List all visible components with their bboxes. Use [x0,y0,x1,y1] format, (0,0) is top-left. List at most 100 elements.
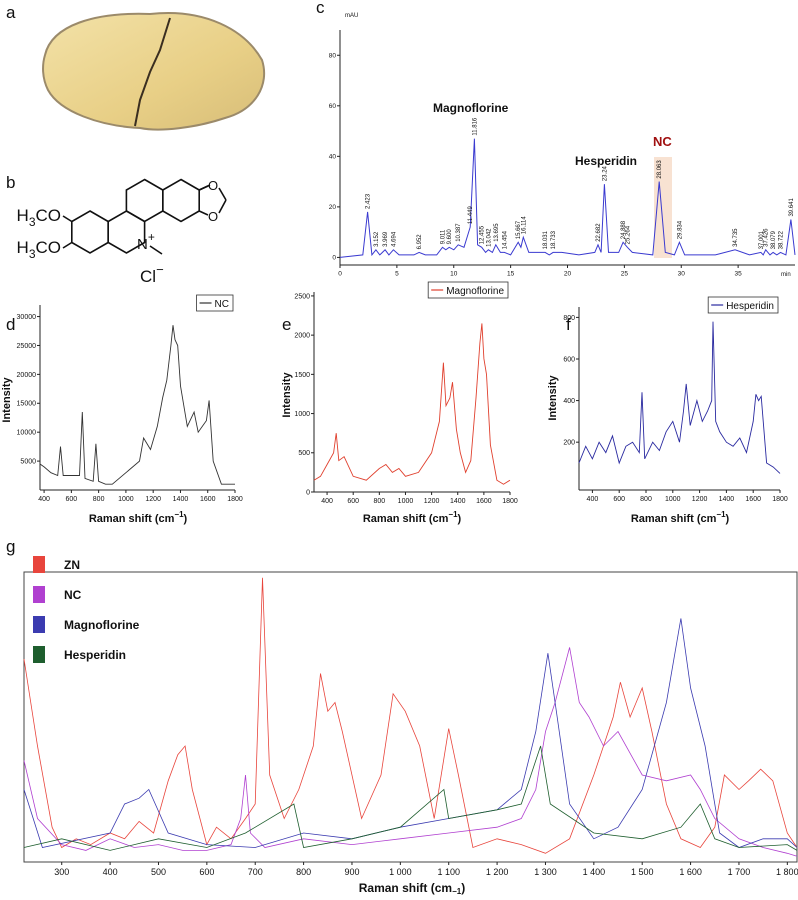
superscript: −1 [716,510,726,519]
label-part: ) [461,881,465,895]
y-tick-label: 20 [329,204,337,211]
x-axis-label: min [781,272,791,278]
peak-label: 3.152 [374,231,380,247]
x-tick-label: 400 [103,867,118,877]
peak-label: 38.722 [778,230,784,249]
bond [149,245,163,255]
x-tick-label: 1800 [772,496,788,503]
peak-label: 13.042 [486,228,492,247]
y-tick-label: 30000 [17,314,37,321]
x-tick-label: 20 [564,271,572,278]
x-tick-label: 1 300 [534,867,557,877]
bond [62,215,73,223]
x-tick-label: 800 [373,498,385,505]
x-tick-label: 1400 [719,496,735,503]
label-part: Raman shift (cm [631,513,717,525]
legend-label: Hesperidin [64,648,126,662]
peak-label: 38.079 [771,230,777,249]
x-tick-label: 1 800 [776,867,798,877]
charge: + [148,230,155,244]
x-tick-label: 25 [621,271,629,278]
x-tick-label: 600 [347,498,359,505]
x-tick-label: 1 200 [486,867,509,877]
highlight [654,157,672,258]
x-tick-label: 1 100 [437,867,460,877]
y-tick-label: 5000 [20,459,36,466]
legend-box [707,296,779,314]
methoxy: H3CO [17,238,61,261]
atom: Cl [140,267,156,286]
x-tick-label: 600 [66,496,78,503]
annotation: Magnoflorine [433,101,509,115]
x-tick-label: 1600 [476,498,492,505]
peak-label: 4.694 [391,231,397,247]
ring [125,178,164,223]
peak-label: 37.426 [764,228,770,247]
peak-label: 16.114 [521,216,527,235]
peak-label: 3.969 [383,231,389,247]
subscript: −1 [452,887,462,896]
legend-label: NC [64,588,82,602]
x-tick-label: 400 [321,498,333,505]
y-tick-label: 600 [563,356,575,363]
x-tick-label: 900 [344,867,359,877]
y-tick-label: 1500 [294,372,310,379]
panel-letter: a [6,3,16,22]
panel-letter: b [6,173,15,192]
x-tick-label: 1 500 [631,867,654,877]
peak-label: 28.063 [657,160,663,179]
x-tick-label: 1 400 [583,867,606,877]
data-line [313,323,511,485]
legend-swatch [33,586,45,603]
superscript: −1 [174,510,184,519]
x-tick-label: 1000 [118,496,134,503]
y-tick-label: 40 [329,154,337,161]
legend-label: NC [215,299,229,310]
x-tick-label: 600 [613,496,625,503]
atom: CO [36,238,62,257]
legend-box [196,294,234,312]
bond [198,210,209,216]
x-tick-label: 1800 [502,498,518,505]
bond [198,185,209,191]
data-line [23,577,798,854]
x-tick-label: 5 [395,271,399,278]
legend-box [427,281,509,299]
atom: H [17,238,29,257]
y-tick-label: 800 [563,315,575,322]
x-tick-label: 400 [38,496,50,503]
x-tick-label: 15 [507,271,515,278]
data-line [578,321,781,474]
methoxy: H3CO [17,206,61,229]
x-tick-label: 0 [338,271,342,278]
panel-letter: d [6,315,15,334]
x-tick-label: 800 [93,496,105,503]
peak-label: 6.952 [417,234,423,250]
ring [70,210,110,254]
atom: H [17,206,29,225]
peak-label: 34.735 [733,228,739,247]
label-part: Raman shift (cm [359,881,452,895]
peak-label: 11.816 [472,117,478,136]
bond [218,199,227,214]
legend-label: Magnoflorine [446,286,504,297]
data-line [23,618,798,848]
peak-label: 9.011 [441,229,447,244]
data-line [23,647,798,857]
bond [218,187,227,201]
label-part: ) [184,513,188,525]
atom: O [208,178,218,193]
legend-label: ZN [64,558,80,572]
y-tick-label: 200 [563,440,575,447]
x-tick-label: 1600 [200,496,216,503]
x-tick-label: 1000 [398,498,414,505]
atom: N [137,236,148,253]
x-axis-label: Raman shift (cm−1) [631,510,730,525]
legend-label: Magnoflorine [64,618,140,632]
peak-label: 24.888 [621,220,627,239]
peak-label: 9.600 [447,229,453,245]
plot-frame [23,571,798,863]
peak-label: 2.423 [366,193,372,209]
peak-label: 23.24 [602,165,608,181]
bond [62,241,73,249]
